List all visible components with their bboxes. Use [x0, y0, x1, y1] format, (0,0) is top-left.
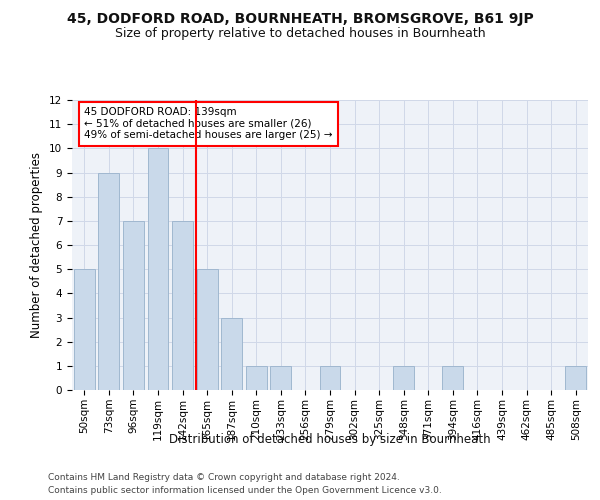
- Bar: [565, 366, 586, 390]
- Bar: [442, 366, 463, 390]
- Bar: [393, 366, 414, 390]
- Bar: [320, 366, 340, 390]
- Bar: [148, 148, 169, 390]
- Bar: [172, 221, 193, 390]
- Bar: [197, 269, 218, 390]
- Bar: [221, 318, 242, 390]
- Text: Contains HM Land Registry data © Crown copyright and database right 2024.: Contains HM Land Registry data © Crown c…: [48, 472, 400, 482]
- Y-axis label: Number of detached properties: Number of detached properties: [31, 152, 43, 338]
- Bar: [271, 366, 292, 390]
- Bar: [98, 172, 119, 390]
- Bar: [246, 366, 267, 390]
- Bar: [123, 221, 144, 390]
- Text: Contains public sector information licensed under the Open Government Licence v3: Contains public sector information licen…: [48, 486, 442, 495]
- Text: 45 DODFORD ROAD: 139sqm
← 51% of detached houses are smaller (26)
49% of semi-de: 45 DODFORD ROAD: 139sqm ← 51% of detache…: [84, 108, 333, 140]
- Text: Distribution of detached houses by size in Bournheath: Distribution of detached houses by size …: [169, 432, 491, 446]
- Text: 45, DODFORD ROAD, BOURNHEATH, BROMSGROVE, B61 9JP: 45, DODFORD ROAD, BOURNHEATH, BROMSGROVE…: [67, 12, 533, 26]
- Text: Size of property relative to detached houses in Bournheath: Size of property relative to detached ho…: [115, 28, 485, 40]
- Bar: [74, 269, 95, 390]
